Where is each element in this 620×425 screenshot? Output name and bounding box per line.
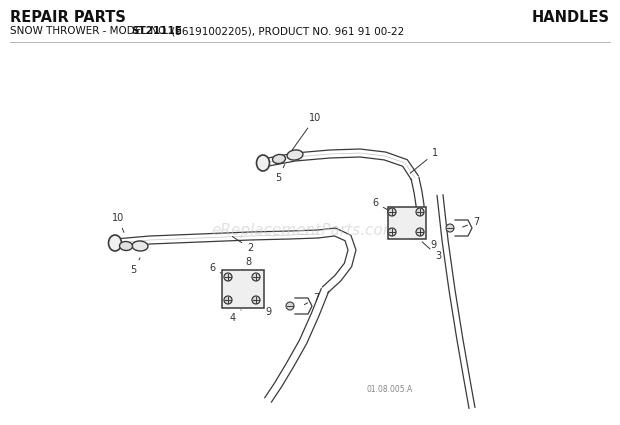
- Bar: [222, 270, 264, 308]
- Text: 5: 5: [275, 164, 285, 183]
- Text: 10: 10: [291, 113, 321, 151]
- Circle shape: [286, 302, 294, 310]
- Text: 6: 6: [209, 263, 226, 276]
- Ellipse shape: [287, 150, 303, 160]
- Text: 9: 9: [422, 234, 436, 250]
- Text: 4: 4: [230, 310, 241, 323]
- Circle shape: [446, 224, 454, 232]
- Circle shape: [252, 273, 260, 281]
- Circle shape: [224, 273, 232, 281]
- Text: 01.08.005.A: 01.08.005.A: [367, 385, 413, 394]
- Circle shape: [388, 228, 396, 236]
- Circle shape: [388, 208, 396, 216]
- Text: 5: 5: [130, 258, 140, 275]
- Ellipse shape: [120, 241, 133, 250]
- Text: SNOW THROWER - MODEL NO.: SNOW THROWER - MODEL NO.: [10, 26, 172, 36]
- Text: 10: 10: [112, 213, 124, 232]
- Bar: [388, 207, 426, 239]
- Text: 1: 1: [410, 148, 438, 173]
- Text: HANDLES: HANDLES: [532, 10, 610, 25]
- Ellipse shape: [257, 155, 270, 171]
- Circle shape: [416, 228, 424, 236]
- Text: 7: 7: [304, 293, 319, 305]
- Circle shape: [252, 296, 260, 304]
- Text: 3: 3: [422, 242, 441, 261]
- Text: 2: 2: [232, 237, 253, 253]
- Text: 9: 9: [258, 302, 271, 317]
- Text: (96191002205), PRODUCT NO. 961 91 00-22: (96191002205), PRODUCT NO. 961 91 00-22: [168, 26, 404, 36]
- Text: ST2111E: ST2111E: [131, 26, 182, 36]
- Text: 6: 6: [372, 198, 389, 211]
- Text: REPAIR PARTS: REPAIR PARTS: [10, 10, 126, 25]
- Ellipse shape: [132, 241, 148, 251]
- Circle shape: [416, 208, 424, 216]
- Ellipse shape: [108, 235, 122, 251]
- Ellipse shape: [273, 154, 285, 164]
- Text: eReplacementParts.com: eReplacementParts.com: [211, 223, 398, 238]
- Text: 7: 7: [463, 217, 479, 227]
- Circle shape: [224, 296, 232, 304]
- Text: 8: 8: [242, 257, 251, 270]
